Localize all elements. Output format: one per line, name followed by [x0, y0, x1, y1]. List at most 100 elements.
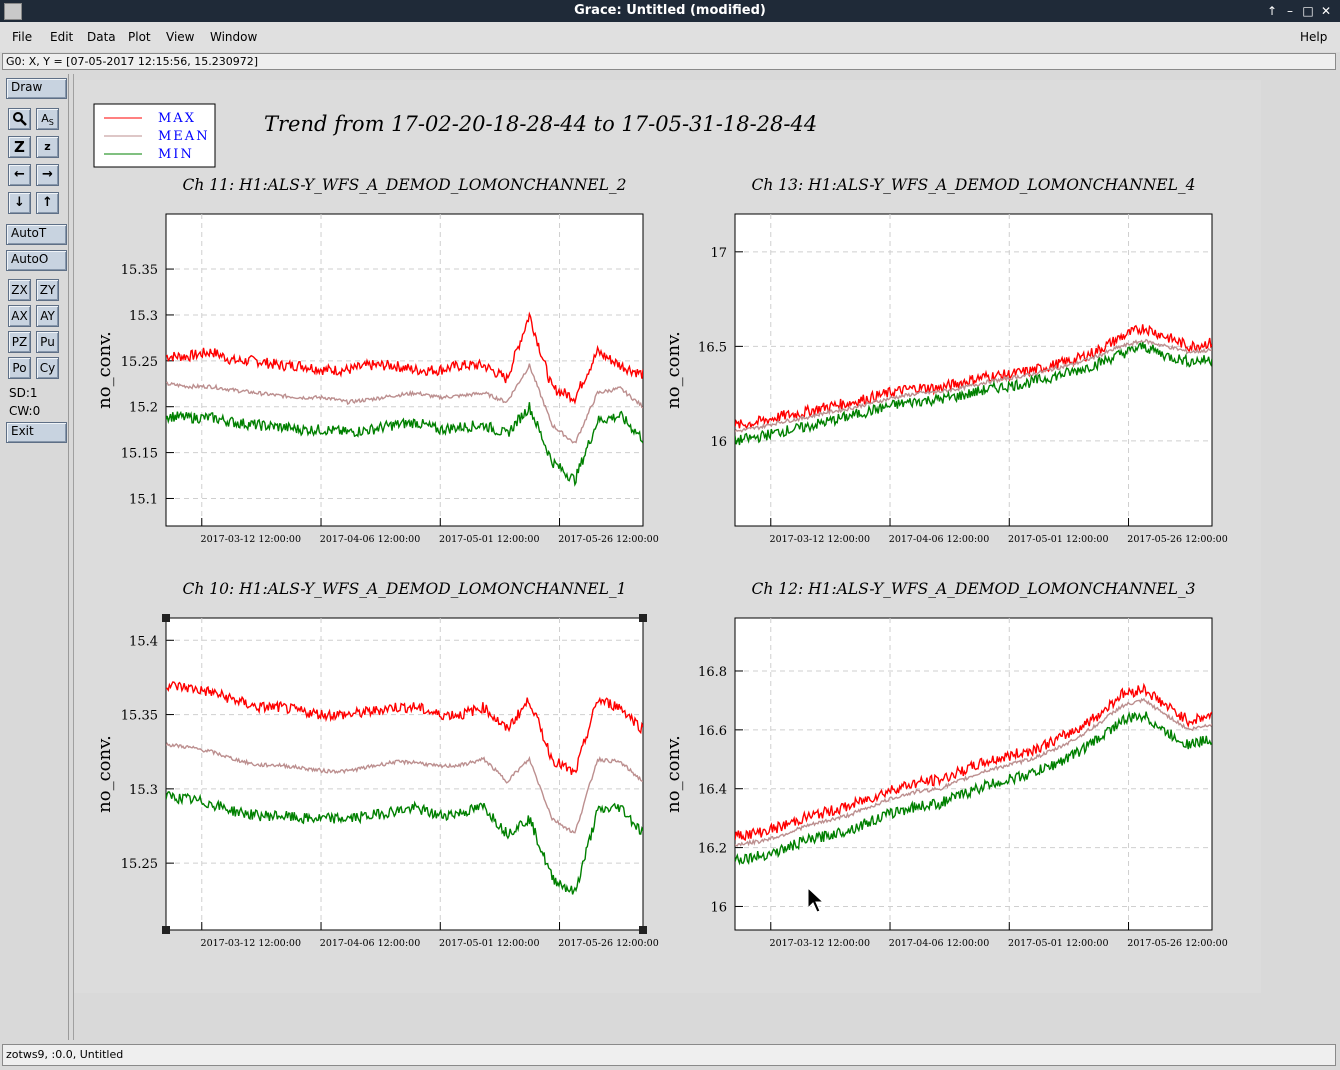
legend-label-min: MIN: [158, 147, 194, 162]
x-tick-label: 2017-03-12 12:00:00: [201, 534, 301, 545]
menu-plot[interactable]: Plot: [128, 30, 151, 44]
selection-handle[interactable]: [639, 926, 647, 934]
canvas-area: MAX MEAN MIN Trend from 17-02-20-18-28-4…: [73, 74, 1336, 1040]
locator-bar: G0: X, Y = [07-05-2017 12:15:56, 15.2309…: [2, 53, 1336, 70]
legend-label-max: MAX: [158, 111, 196, 126]
minimize-icon[interactable]: –: [1287, 4, 1293, 18]
tool-panel: Draw AS Z z ← → ↓ ↑ AutoT AutoO ZX ZY AX…: [2, 74, 69, 1040]
pz-button[interactable]: PZ: [8, 331, 31, 353]
plot-panel-1[interactable]: 15.1 15.15 15.2 15.25 15.3 15.35 2017-03-12 12…: [94, 176, 659, 545]
x-tick-label: 2017-05-26 12:00:00: [1127, 534, 1227, 545]
y-tick-label: 15.3: [129, 783, 158, 798]
zoom-xy-icon[interactable]: Z: [8, 136, 31, 158]
y-tick-label: 15.4: [129, 634, 158, 649]
series-line-max: [166, 311, 643, 405]
series-line-min: [735, 342, 1212, 446]
menubar: File Edit Data Plot View Window Help: [0, 22, 1340, 52]
exit-button[interactable]: Exit: [6, 422, 67, 443]
zx-button[interactable]: ZX: [8, 279, 31, 301]
menu-data[interactable]: Data: [87, 30, 116, 44]
series-line-mean: [735, 338, 1212, 433]
y-tick-label: 15.15: [121, 447, 158, 462]
app-icon: [4, 3, 22, 20]
series-line-mean: [735, 697, 1212, 847]
selection-handle[interactable]: [162, 614, 170, 622]
series-line-min: [735, 711, 1212, 866]
plot-panel-3[interactable]: 15.25 15.3 15.35 15.4 2017-03-12 12:00:00 201…: [94, 580, 659, 949]
y-tick-label: 15.25: [121, 355, 158, 370]
menu-help[interactable]: Help: [1300, 30, 1328, 44]
y-axis-label: no_conv.: [663, 735, 684, 813]
y-axis-label: no_conv.: [94, 735, 115, 813]
x-tick-label: 2017-05-01 12:00:00: [439, 534, 539, 545]
x-tick-label: 2017-04-06 12:00:00: [889, 938, 989, 949]
panel-title: Ch 10: H1:ALS-Y_WFS_A_DEMOD_LOMONCHANNEL…: [183, 580, 627, 598]
panel-title: Ch 11: H1:ALS-Y_WFS_A_DEMOD_LOMONCHANNEL…: [183, 176, 627, 194]
current-world-status: CW:0: [9, 404, 41, 418]
x-tick-label: 2017-05-01 12:00:00: [1008, 938, 1108, 949]
menu-file[interactable]: File: [12, 30, 33, 44]
plot-frame: [734, 213, 1213, 527]
ax-button[interactable]: AX: [8, 305, 31, 327]
graph-title: Trend from 17-02-20-18-28-44 to 17-05-31…: [264, 112, 817, 136]
zoom-icon[interactable]: [8, 108, 31, 130]
x-tick-label: 2017-05-26 12:00:00: [1127, 938, 1227, 949]
menu-window[interactable]: Window: [210, 30, 258, 44]
autoscale-ticks-button[interactable]: AutoT: [6, 224, 67, 245]
y-tick-label: 16.6: [698, 724, 727, 739]
maximize-icon[interactable]: □: [1302, 4, 1314, 18]
text-icon[interactable]: AS: [36, 108, 59, 130]
series-line-mean: [166, 363, 643, 444]
zy-button[interactable]: ZY: [36, 279, 59, 301]
y-axis-label: no_conv.: [663, 331, 684, 409]
x-tick-label: 2017-05-26 12:00:00: [558, 534, 658, 545]
arrow-up-icon[interactable]: ↑: [36, 192, 59, 214]
y-tick-label: 15.25: [121, 857, 158, 872]
y-tick-label: 16: [710, 900, 727, 915]
y-tick-label: 16.4: [698, 783, 727, 798]
arrow-right-icon[interactable]: →: [36, 164, 59, 186]
plot-panel-4[interactable]: 16 16.2 16.4 16.6 16.8 2017-03-12 12:00:00 201…: [663, 580, 1228, 949]
status-bar: zotws9, :0.0, Untitled: [2, 1044, 1336, 1066]
pu-button[interactable]: Pu: [36, 331, 59, 353]
shade-icon[interactable]: ↑: [1266, 4, 1278, 18]
x-tick-label: 2017-04-06 12:00:00: [320, 534, 420, 545]
plot-panel-2[interactable]: 16 16.5 17 2017-03-12 12:00:00 2017-04-06 12…: [663, 176, 1228, 545]
x-tick-label: 2017-03-12 12:00:00: [201, 938, 301, 949]
menu-view[interactable]: View: [166, 30, 195, 44]
x-tick-label: 2017-05-26 12:00:00: [558, 938, 658, 949]
x-tick-label: 2017-05-01 12:00:00: [1008, 534, 1108, 545]
series-line-mean: [166, 742, 643, 834]
series-line-max: [735, 682, 1212, 842]
x-tick-label: 2017-03-12 12:00:00: [770, 534, 870, 545]
plot-frame: [165, 617, 644, 931]
y-tick-label: 16: [710, 435, 727, 450]
menu-edit[interactable]: Edit: [50, 30, 74, 44]
selection-handle[interactable]: [639, 614, 647, 622]
x-tick-label: 2017-05-01 12:00:00: [439, 938, 539, 949]
y-tick-label: 15.3: [129, 309, 158, 324]
close-icon[interactable]: ✕: [1320, 4, 1332, 18]
window-title: Grace: Untitled (modified): [574, 3, 766, 18]
y-tick-label: 16.2: [698, 842, 727, 857]
y-tick-label: 15.2: [129, 401, 158, 416]
panel-title: Ch 13: H1:ALS-Y_WFS_A_DEMOD_LOMONCHANNEL…: [752, 176, 1196, 194]
po-button[interactable]: Po: [8, 357, 31, 379]
y-tick-label: 17: [710, 246, 727, 261]
ay-button[interactable]: AY: [36, 305, 59, 327]
y-tick-label: 15.35: [121, 263, 158, 278]
x-tick-label: 2017-04-06 12:00:00: [320, 938, 420, 949]
cy-button[interactable]: Cy: [36, 357, 59, 379]
mouse-cursor-icon: [807, 886, 825, 913]
selection-handle[interactable]: [162, 926, 170, 934]
panel-title: Ch 12: H1:ALS-Y_WFS_A_DEMOD_LOMONCHANNEL…: [752, 580, 1196, 598]
arrow-left-icon[interactable]: ←: [8, 164, 31, 186]
graph-canvas[interactable]: MAX MEAN MIN Trend from 17-02-20-18-28-4…: [74, 74, 1336, 1040]
arrow-down-icon[interactable]: ↓: [8, 192, 31, 214]
y-tick-label: 15.1: [129, 492, 158, 507]
series-line-max: [166, 681, 643, 775]
autoscale-on-button[interactable]: AutoO: [6, 250, 67, 271]
draw-button[interactable]: Draw: [6, 78, 67, 99]
window-titlebar: Grace: Untitled (modified) ↑ – □ ✕: [0, 0, 1340, 22]
zoom-small-icon[interactable]: z: [36, 136, 59, 158]
